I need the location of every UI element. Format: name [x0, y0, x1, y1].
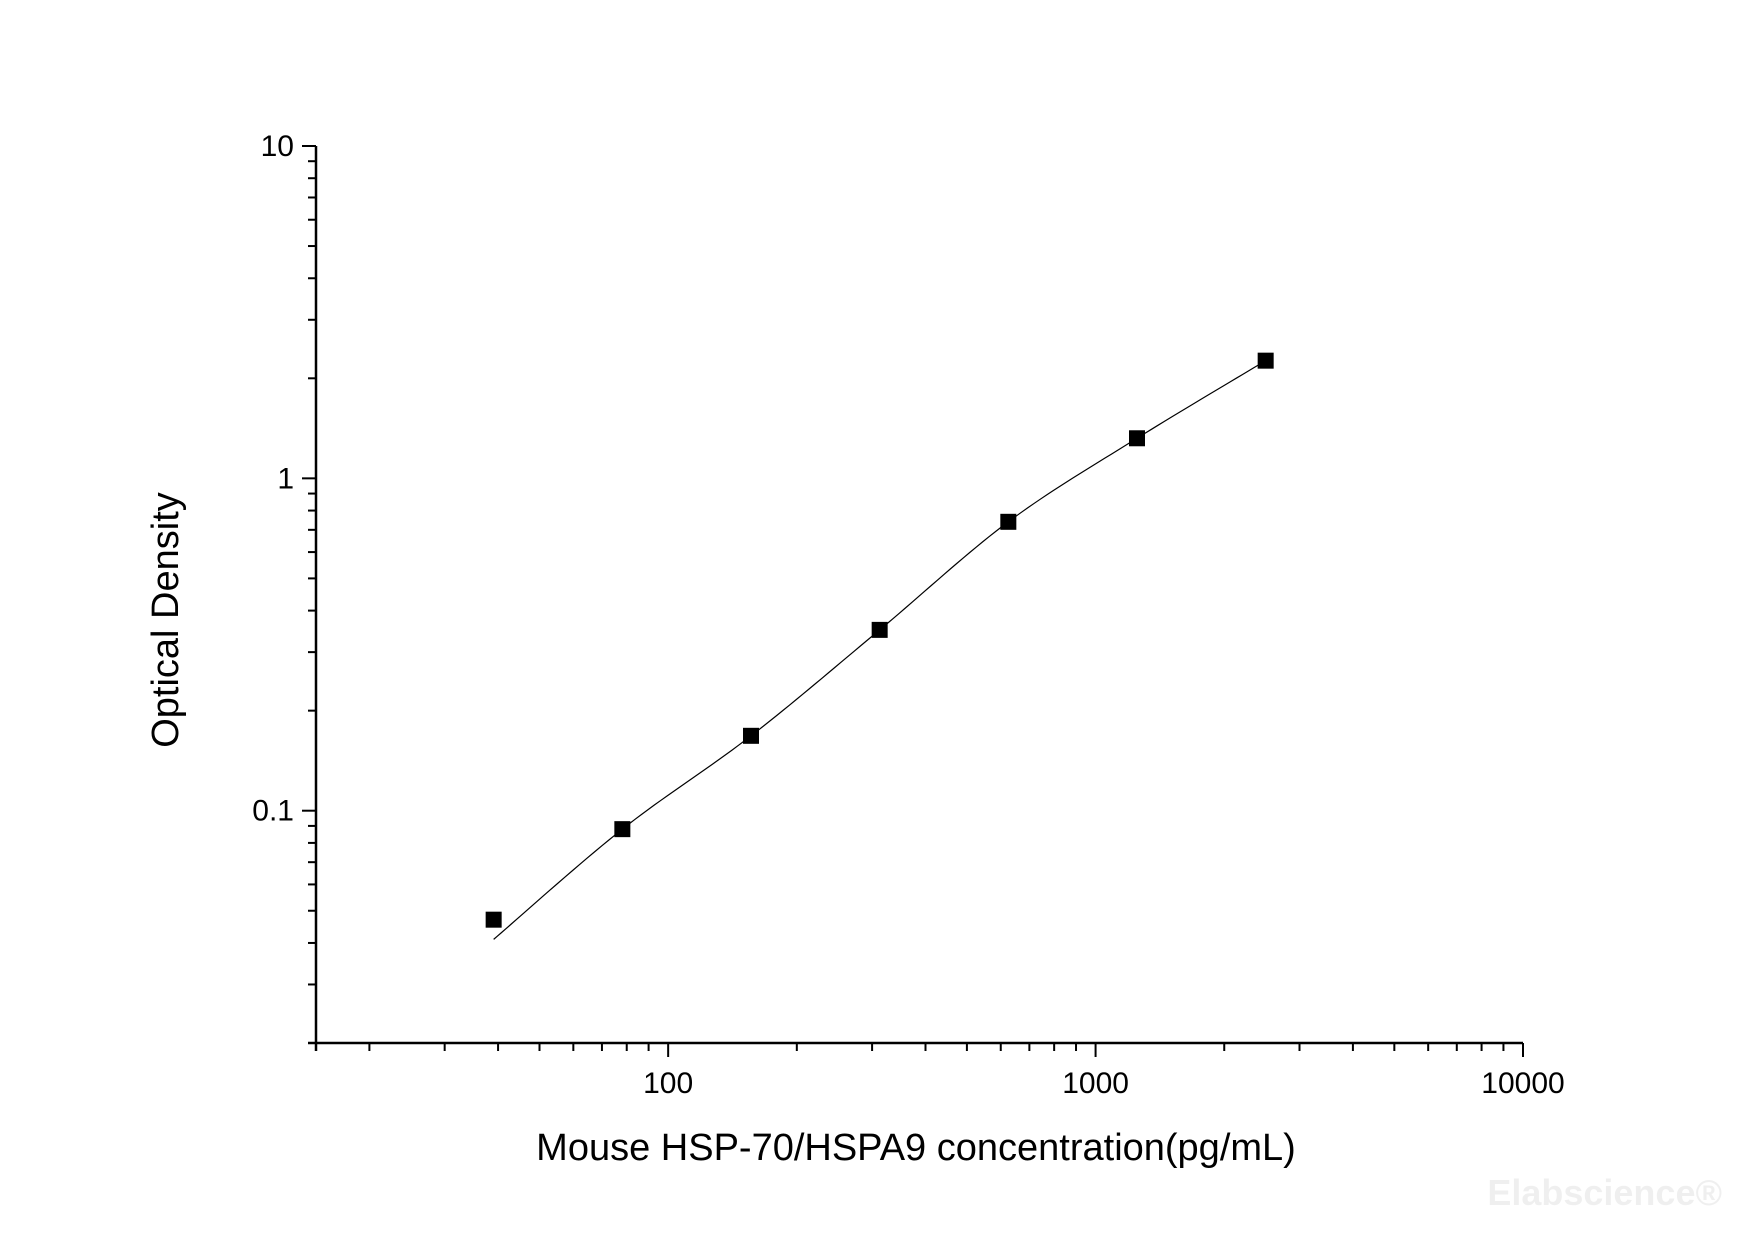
x-tick-label: 100: [643, 1067, 693, 1100]
data-points-layer: [485, 352, 1274, 928]
x-tick-label: 10000: [1481, 1067, 1564, 1100]
y-tick-label: 1: [277, 462, 294, 495]
data-point: [485, 911, 502, 928]
y-tick-label: 0.1: [252, 795, 294, 828]
x-axis: 100 1000 10000: [308, 1041, 1565, 1100]
fit-curve-line: [493, 360, 1266, 940]
y-axis-title: Optical Density: [145, 492, 187, 748]
data-point: [1257, 352, 1274, 369]
fit-curve-layer: [493, 360, 1266, 940]
y-tick-label: 10: [261, 130, 294, 163]
x-axis-title: Mouse HSP-70/HSPA9 concentration(pg/mL): [536, 1127, 1296, 1169]
data-point: [871, 621, 888, 638]
data-point: [1128, 430, 1145, 447]
watermark-logo: Elabscience®: [1487, 1172, 1722, 1213]
data-point: [742, 727, 759, 744]
data-point: [614, 821, 631, 838]
x-tick-label: 1000: [1062, 1067, 1129, 1100]
data-point: [1000, 513, 1017, 530]
y-axis: 0.1 1 10: [252, 130, 318, 1051]
